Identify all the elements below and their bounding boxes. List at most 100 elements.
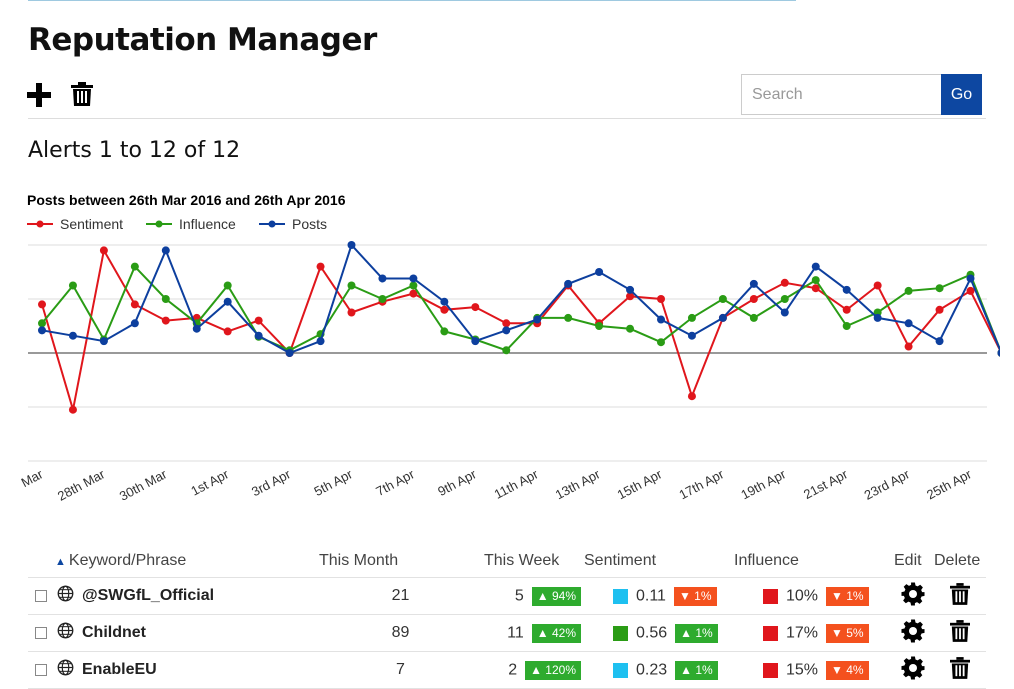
data-point[interactable] bbox=[161, 316, 170, 325]
data-point[interactable] bbox=[471, 337, 480, 346]
plus-icon[interactable] bbox=[26, 82, 52, 113]
data-point[interactable] bbox=[873, 313, 882, 322]
data-point[interactable] bbox=[347, 308, 356, 317]
header-keyword[interactable]: ▲ Keyword/Phrase bbox=[55, 552, 187, 569]
header-influence[interactable]: Influence bbox=[734, 552, 799, 569]
data-point[interactable] bbox=[409, 281, 418, 290]
gear-icon[interactable] bbox=[901, 655, 925, 685]
data-point[interactable] bbox=[904, 286, 913, 295]
search-input[interactable] bbox=[741, 74, 941, 115]
data-point[interactable] bbox=[935, 305, 944, 314]
data-point[interactable] bbox=[873, 281, 882, 290]
data-point[interactable] bbox=[161, 295, 170, 303]
gear-icon[interactable] bbox=[901, 618, 925, 648]
data-point[interactable] bbox=[130, 300, 139, 309]
data-point[interactable] bbox=[99, 246, 108, 255]
data-point[interactable] bbox=[657, 338, 665, 347]
trash-icon[interactable] bbox=[949, 619, 970, 648]
data-point[interactable] bbox=[811, 284, 820, 293]
data-point[interactable] bbox=[223, 327, 232, 336]
data-point[interactable] bbox=[904, 319, 913, 328]
data-point[interactable] bbox=[935, 284, 944, 293]
data-point[interactable] bbox=[38, 326, 46, 335]
header-sentiment[interactable]: Sentiment bbox=[584, 552, 657, 569]
data-point[interactable] bbox=[842, 322, 851, 330]
data-point[interactable] bbox=[780, 295, 789, 303]
data-point[interactable] bbox=[347, 241, 356, 249]
data-point[interactable] bbox=[99, 337, 108, 346]
data-point[interactable] bbox=[440, 327, 449, 336]
legend-item-posts[interactable]: Posts bbox=[259, 216, 327, 232]
data-point[interactable] bbox=[997, 349, 1000, 357]
header-this-week[interactable]: This Week bbox=[484, 552, 560, 569]
data-point[interactable] bbox=[749, 279, 758, 288]
row-checkbox[interactable] bbox=[35, 664, 47, 676]
data-point[interactable] bbox=[440, 297, 449, 306]
data-point[interactable] bbox=[68, 281, 77, 290]
data-point[interactable] bbox=[749, 295, 758, 303]
legend-item-sentiment[interactable]: Sentiment bbox=[27, 216, 123, 232]
data-point[interactable] bbox=[316, 262, 325, 271]
data-point[interactable] bbox=[38, 319, 46, 328]
trash-icon[interactable] bbox=[949, 656, 970, 685]
row-checkbox[interactable] bbox=[35, 627, 47, 639]
data-point[interactable] bbox=[780, 308, 789, 317]
data-point[interactable] bbox=[626, 285, 635, 294]
data-point[interactable] bbox=[38, 300, 46, 309]
data-point[interactable] bbox=[409, 274, 418, 283]
legend-item-influence[interactable]: Influence bbox=[146, 216, 236, 232]
header-this-month[interactable]: This Month bbox=[319, 552, 399, 569]
data-point[interactable] bbox=[718, 313, 727, 322]
data-point[interactable] bbox=[68, 405, 77, 414]
data-point[interactable] bbox=[904, 342, 913, 351]
data-point[interactable] bbox=[595, 322, 604, 330]
data-point[interactable] bbox=[502, 319, 511, 328]
data-point[interactable] bbox=[409, 289, 418, 298]
data-point[interactable] bbox=[223, 297, 232, 306]
data-point[interactable] bbox=[595, 268, 604, 276]
data-point[interactable] bbox=[687, 331, 696, 340]
data-point[interactable] bbox=[130, 262, 139, 271]
data-point[interactable] bbox=[161, 246, 170, 255]
data-point[interactable] bbox=[502, 326, 511, 335]
data-point[interactable] bbox=[254, 331, 263, 340]
data-point[interactable] bbox=[718, 295, 727, 303]
data-point[interactable] bbox=[378, 295, 387, 303]
data-point[interactable] bbox=[687, 392, 696, 401]
keyword-text[interactable]: @SWGfL_Official bbox=[82, 587, 215, 605]
data-point[interactable] bbox=[471, 303, 480, 312]
row-checkbox[interactable] bbox=[35, 590, 47, 602]
data-point[interactable] bbox=[564, 279, 573, 288]
trash-icon[interactable] bbox=[949, 582, 970, 611]
keyword-text[interactable]: EnableEU bbox=[82, 661, 157, 679]
keyword-text[interactable]: Childnet bbox=[82, 624, 146, 642]
data-point[interactable] bbox=[749, 313, 758, 322]
data-point[interactable] bbox=[533, 315, 542, 324]
data-point[interactable] bbox=[347, 281, 356, 290]
data-point[interactable] bbox=[811, 262, 820, 271]
data-point[interactable] bbox=[626, 292, 635, 301]
data-point[interactable] bbox=[842, 305, 851, 314]
data-point[interactable] bbox=[626, 324, 635, 333]
data-point[interactable] bbox=[378, 274, 387, 283]
trash-icon[interactable] bbox=[71, 82, 93, 111]
data-point[interactable] bbox=[223, 281, 232, 290]
data-point[interactable] bbox=[657, 295, 665, 303]
data-point[interactable] bbox=[254, 316, 263, 325]
data-point[interactable] bbox=[502, 346, 511, 355]
data-point[interactable] bbox=[68, 331, 77, 340]
data-point[interactable] bbox=[564, 313, 573, 322]
data-point[interactable] bbox=[842, 285, 851, 294]
data-point[interactable] bbox=[935, 337, 944, 346]
go-button[interactable]: Go bbox=[941, 74, 982, 115]
data-point[interactable] bbox=[780, 278, 789, 287]
data-point[interactable] bbox=[440, 305, 449, 314]
data-point[interactable] bbox=[966, 286, 975, 295]
data-point[interactable] bbox=[285, 349, 294, 357]
data-point[interactable] bbox=[966, 274, 975, 283]
data-point[interactable] bbox=[811, 276, 820, 285]
data-point[interactable] bbox=[130, 319, 139, 328]
data-point[interactable] bbox=[316, 337, 325, 346]
data-point[interactable] bbox=[657, 315, 665, 324]
data-point[interactable] bbox=[192, 324, 201, 333]
